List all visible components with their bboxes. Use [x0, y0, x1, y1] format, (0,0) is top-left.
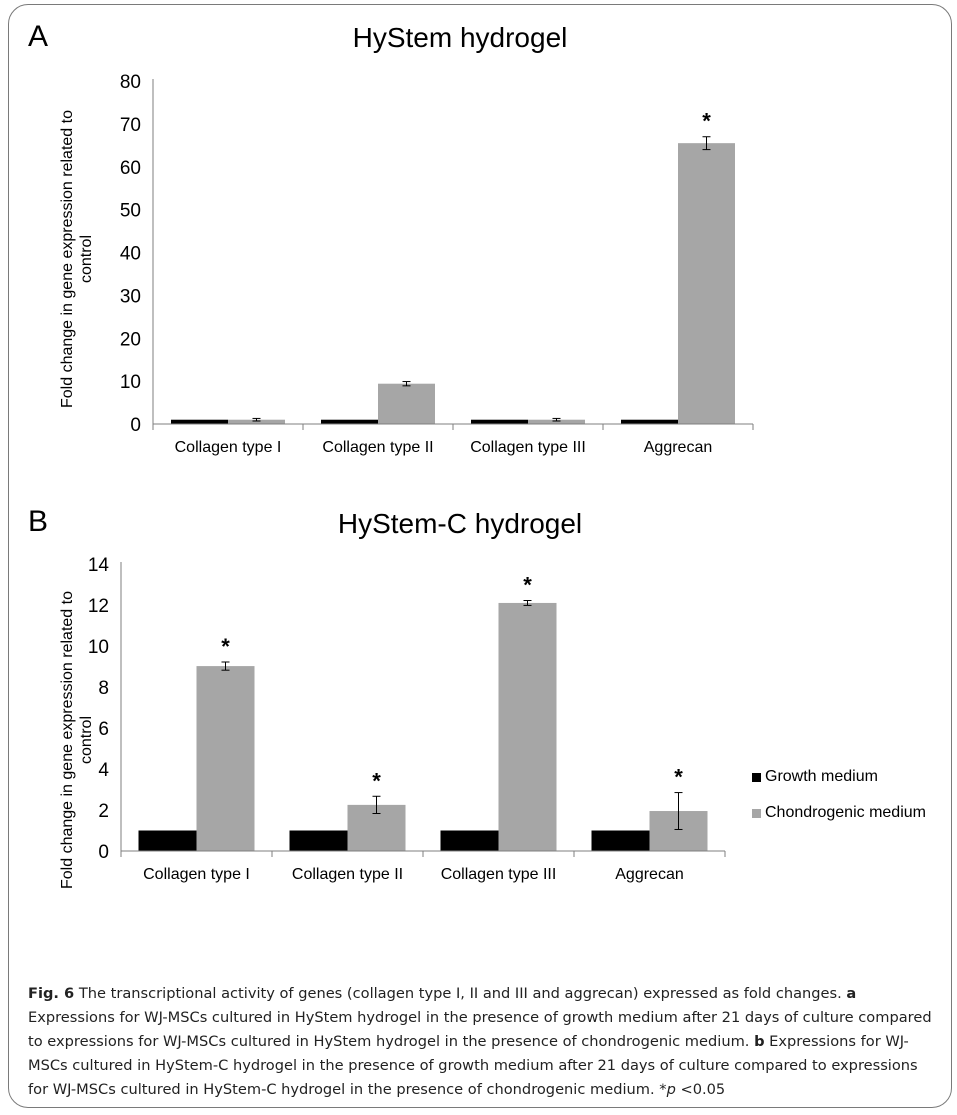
chart-a-xtick-label: Collagen type II: [322, 439, 433, 456]
chart-b-bar-growth: [289, 830, 348, 851]
chart-b-ytick-label: 6: [98, 719, 109, 740]
chart-b-ytick-label: 12: [88, 596, 109, 617]
legend-item-chondrogenic: Chondrogenic medium: [752, 802, 926, 824]
chart-b-bar-growth: [591, 830, 650, 851]
chart-b-significance-marker: *: [523, 572, 532, 597]
chart-a-ytick-label: 70: [120, 115, 141, 136]
chart-b-significance-marker: *: [221, 634, 230, 659]
caption-b-label: b: [754, 1033, 765, 1050]
chart-b-xtick-label: Collagen type I: [143, 866, 250, 883]
chart-b-bar-chondrogenic: [498, 602, 557, 851]
chart-a-bar-growth: [171, 419, 228, 424]
chart-a-ytick-label: 20: [120, 329, 141, 350]
legend-item-growth: Growth medium: [752, 766, 926, 788]
panel-b-letter: B: [28, 505, 49, 538]
figure-caption: Fig. 6 The transcriptional activity of g…: [28, 982, 933, 1102]
chart-b-ytick-label: 14: [88, 555, 110, 576]
chart-b-xtick-label: Aggrecan: [615, 866, 684, 883]
chart-b-ytick-label: 10: [88, 637, 109, 658]
chart-b-ytick-label: 2: [98, 801, 109, 822]
legend-label-chondrogenic: Chondrogenic medium: [765, 804, 926, 821]
chart-b-ytick-label: 4: [98, 760, 109, 781]
chart-a-bar-growth: [471, 419, 528, 424]
chart-a-ytick-label: 40: [120, 244, 141, 265]
chart-b-xtick-label: Collagen type III: [441, 866, 557, 883]
caption-a-label: a: [846, 985, 857, 1002]
chart-a-bar-chondrogenic: [378, 383, 435, 424]
legend-label-growth: Growth medium: [765, 768, 878, 785]
panel-b-title: HyStem-C hydrogel: [337, 508, 583, 539]
chart-b-significance-marker: *: [372, 768, 381, 793]
caption-fig-label: Fig. 6: [28, 985, 75, 1002]
chart-b-bar-chondrogenic: [196, 666, 255, 851]
chart-a-bar-growth: [621, 419, 678, 424]
chart-a-ytick-label: 60: [120, 158, 141, 179]
chart-b-ytick-label: 0: [98, 842, 109, 863]
chart-a-xtick-label: Collagen type I: [175, 439, 282, 456]
chart-a-xtick-label: Aggrecan: [644, 439, 713, 456]
chart-a-ytick-label: 30: [120, 286, 141, 307]
caption-a-text: Expressions for WJ-MSCs cultured in HySt…: [28, 1009, 932, 1050]
chart-a-ytick-label: 10: [120, 372, 141, 393]
panel-a-title: HyStem hydrogel: [352, 22, 568, 53]
chart-a: 0 10 20 30 40 50 60 70 80 Collagen type I Collagen…: [120, 72, 754, 456]
panel-a-letter: A: [28, 20, 49, 53]
chart-a-ytick-label: 50: [120, 201, 141, 222]
chart-b: 0 2 4 6 8 10 12 14 * Collagen type I * Collagen typ…: [88, 555, 726, 883]
chart-a-bar-chondrogenic: [228, 419, 285, 424]
chart-a-bar-growth: [321, 419, 378, 424]
legend-swatch-chondrogenic: [752, 808, 761, 818]
chart-a-bar-chondrogenic: [528, 419, 585, 424]
chart-b-xtick-label: Collagen type II: [292, 866, 403, 883]
chart-a-significance-marker: *: [702, 109, 711, 134]
legend-swatch-growth: [752, 772, 761, 782]
figure-frame: [8, 4, 952, 1108]
caption-b-text: Expressions for WJ-MSCs cultured in HySt…: [28, 1033, 918, 1098]
caption-p-italic: p: [666, 1081, 676, 1098]
caption-p-text: <0.05: [675, 1081, 726, 1098]
chart-b-significance-marker: *: [674, 765, 683, 790]
chart-b-bar-growth: [138, 830, 197, 851]
chart-a-ytick-label: 80: [120, 72, 141, 93]
caption-intro: The transcriptional activity of genes (c…: [74, 985, 847, 1002]
legend: Growth medium Chondrogenic medium: [752, 766, 926, 838]
chart-a-ytick-label: 0: [130, 415, 141, 436]
chart-b-ytick-label: 8: [98, 678, 109, 699]
chart-a-xtick-label: Collagen type III: [470, 439, 586, 456]
chart-a-bar-chondrogenic: [678, 143, 735, 424]
chart-b-bar-growth: [440, 830, 499, 851]
